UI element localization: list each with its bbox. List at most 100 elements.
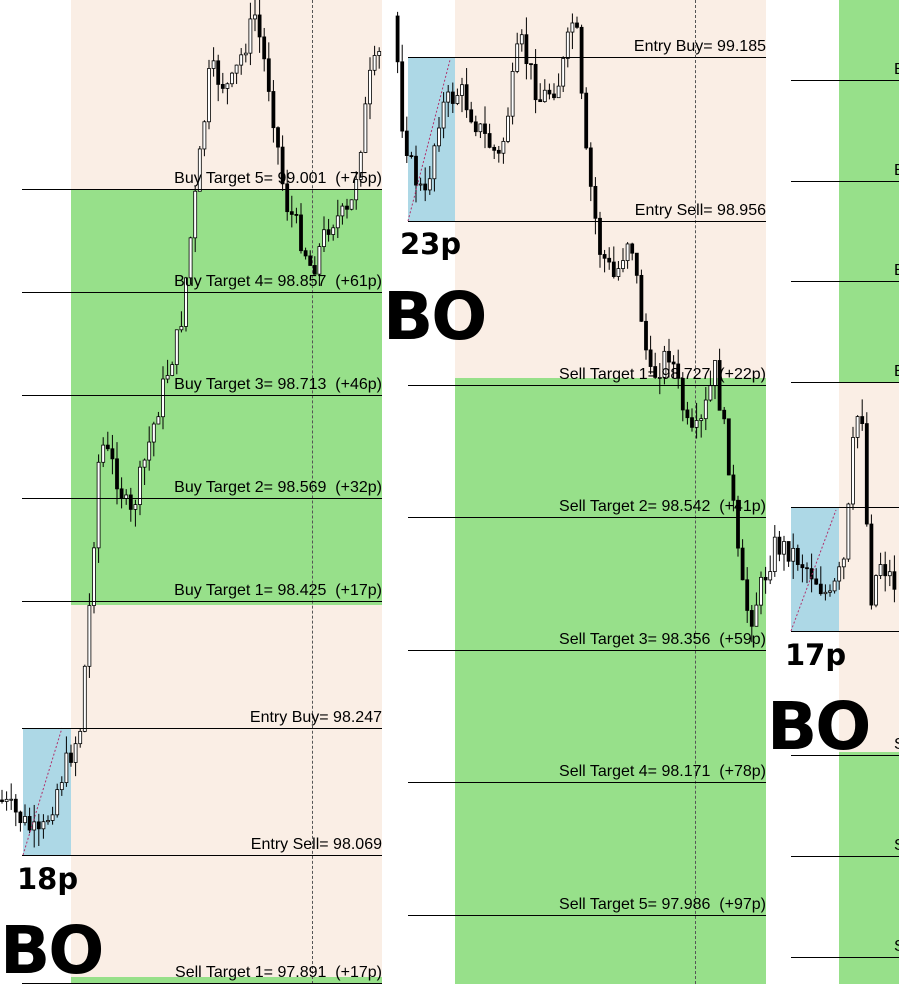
time-marker-line	[695, 0, 696, 984]
candle-bull	[50, 814, 55, 821]
candle-bull	[4, 798, 9, 802]
candle-bear	[598, 217, 602, 255]
candle-bull	[565, 31, 570, 59]
candle-bull	[64, 752, 69, 783]
candle-bull	[561, 58, 566, 87]
candle-bear	[805, 567, 809, 570]
candle-bull	[147, 441, 152, 461]
candle-bear	[667, 350, 671, 363]
price-level-label: Sell Target 1= 98.727 (+22p)	[559, 366, 766, 383]
candle-bear	[266, 58, 271, 92]
candle-bull	[211, 60, 216, 69]
candle-bull	[791, 547, 796, 562]
price-level-label: Buy Target 1= 98.425 (+17p)	[174, 582, 382, 599]
candle-bull	[699, 418, 704, 421]
candle-bull	[616, 268, 621, 277]
candle-bear	[469, 109, 474, 123]
candle-bull	[207, 68, 211, 123]
range-pips-label: 18p	[17, 862, 79, 896]
candle-bull	[101, 444, 106, 463]
candle-bull	[851, 437, 855, 505]
candle-bear	[860, 416, 865, 424]
price-level-label: Sell Target 3= 98.356 (+59p)	[559, 631, 766, 648]
candle-bear	[593, 185, 598, 219]
price-level-label: Buy Target 5= 99.001 (+75p)	[174, 170, 382, 187]
candle-bull	[621, 260, 625, 269]
candle-bear	[400, 61, 405, 132]
candle-bear	[809, 568, 814, 580]
candle-bull	[478, 123, 483, 133]
candle-bear	[690, 417, 694, 428]
candle-bull	[506, 115, 510, 142]
price-level-line	[791, 856, 899, 857]
candle-bear	[299, 214, 303, 252]
candle-bull	[542, 89, 547, 103]
candle-bull	[694, 420, 699, 428]
candle-bull	[188, 237, 193, 279]
price-level-label: Sell Target 2= 98.542 (+41p)	[559, 498, 766, 515]
candle-bull	[335, 215, 340, 229]
candle-bull	[570, 22, 575, 33]
candle-bear	[795, 547, 800, 565]
price-level-line	[22, 601, 382, 602]
candle-bull	[446, 91, 451, 103]
candle-bear	[326, 229, 331, 235]
candle-bear	[671, 361, 676, 365]
price-level-line	[791, 181, 899, 182]
candle-bull	[253, 14, 257, 20]
candle-bull	[230, 72, 234, 85]
candle-bull	[349, 199, 354, 210]
candle-bull	[202, 121, 207, 150]
candle-bull	[133, 504, 138, 510]
candle-bear	[450, 91, 455, 104]
candle-bear	[36, 821, 41, 830]
buy-target-zone	[839, 0, 899, 383]
candle-bull	[197, 148, 202, 192]
candle-bull	[510, 71, 515, 117]
price-level-label: Buy Target 2= 98.569 (+32p)	[174, 479, 382, 496]
candle-bull	[432, 145, 437, 180]
candle-bull	[501, 141, 506, 154]
candle-bear	[745, 579, 750, 611]
candle-bull	[225, 83, 230, 89]
candle-bull	[317, 246, 322, 275]
price-level-line	[791, 80, 899, 81]
range-trend-line	[790, 509, 837, 632]
candle-bull	[841, 558, 846, 568]
price-level-line	[408, 517, 766, 518]
candle-bull	[372, 55, 377, 71]
candle-bear	[579, 26, 584, 94]
candle-bear	[736, 499, 740, 549]
candle-bull	[657, 377, 662, 379]
candle-bear	[814, 578, 819, 585]
candle-bear	[607, 257, 612, 263]
price-level-line	[408, 385, 766, 386]
candle-bear	[69, 752, 73, 763]
candle-bull	[41, 821, 46, 830]
candle-bear	[648, 349, 653, 367]
candle-bear	[105, 444, 110, 450]
candle-bear	[18, 811, 23, 824]
candle-bear	[547, 89, 552, 95]
candle-bear	[800, 564, 805, 569]
candle-bull	[887, 571, 892, 577]
candle-bear	[289, 211, 294, 215]
candle-bear	[575, 22, 579, 28]
candle-bear	[271, 91, 276, 129]
candle-bull	[846, 503, 851, 560]
candle-bear	[280, 146, 285, 185]
candle-bull	[23, 816, 27, 824]
candle-bull	[331, 227, 336, 235]
candle-bull	[243, 52, 248, 56]
candle-bear	[276, 127, 280, 148]
price-level-label: S	[894, 938, 899, 956]
candle-bull	[455, 95, 460, 104]
candle-bear	[487, 133, 492, 148]
candle-bull	[165, 375, 170, 380]
candle-bear	[777, 536, 782, 555]
candle-bull	[55, 789, 60, 816]
candle-bull	[87, 605, 92, 667]
candle-bull	[625, 243, 630, 262]
candle-bear	[731, 474, 736, 501]
